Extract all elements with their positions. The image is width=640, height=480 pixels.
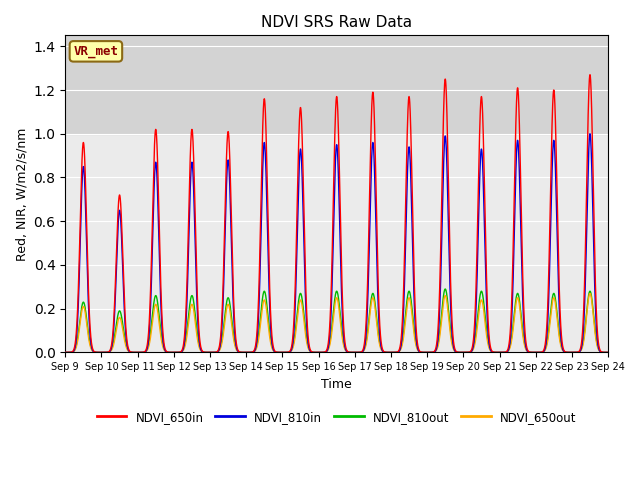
Y-axis label: Red, NIR, W/m2/s/nm: Red, NIR, W/m2/s/nm	[15, 127, 28, 261]
Title: NDVI SRS Raw Data: NDVI SRS Raw Data	[261, 15, 412, 30]
Legend: NDVI_650in, NDVI_810in, NDVI_810out, NDVI_650out: NDVI_650in, NDVI_810in, NDVI_810out, NDV…	[92, 406, 582, 428]
Text: VR_met: VR_met	[74, 45, 118, 58]
Bar	[65, 36, 608, 134]
X-axis label: Time: Time	[321, 378, 352, 391]
